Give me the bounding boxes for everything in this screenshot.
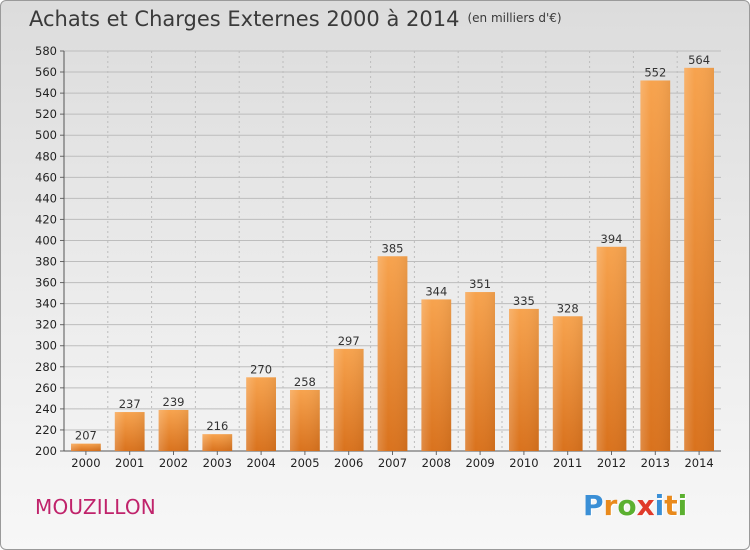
logo-letter: P [583, 489, 604, 522]
bar-shine [465, 292, 495, 451]
data-label: 394 [601, 232, 623, 246]
bar-shine [596, 246, 627, 451]
x-tick-label: 2001 [115, 456, 144, 470]
data-label: 258 [294, 375, 316, 389]
bar-shine [509, 308, 539, 451]
bars [71, 67, 714, 451]
y-tick-label: 440 [35, 191, 57, 205]
data-label: 237 [119, 397, 141, 411]
y-tick-label: 300 [35, 339, 57, 353]
data-label: 385 [382, 241, 404, 255]
y-tick-label: 380 [35, 255, 57, 269]
bar-shine [71, 443, 101, 451]
data-label: 297 [338, 334, 360, 348]
y-tick-label: 340 [35, 297, 57, 311]
x-tick-label: 2006 [334, 456, 363, 470]
data-labels: 207 237 239 216 270 258 297 385 344 351 335 328 394 5… [75, 53, 710, 443]
x-tick-label: 2007 [378, 456, 407, 470]
y-tick-label: 420 [35, 212, 57, 226]
bar-shine [290, 389, 320, 451]
title-text: Achats et Charges Externes 2000 à 2014 [29, 7, 460, 31]
bar-shine [114, 412, 145, 451]
commune-name: MOUZILLON [35, 495, 156, 519]
y-tick-label: 560 [35, 65, 57, 79]
bar-shine [246, 377, 276, 451]
y-tick-label: 500 [35, 128, 57, 142]
y-tick-label: 360 [35, 276, 57, 290]
x-tick-label: 2013 [641, 456, 670, 470]
title-unit: (en milliers d'€) [467, 11, 562, 25]
logo-letter: i [677, 489, 688, 522]
bar-shine [377, 256, 408, 451]
data-label: 335 [513, 294, 535, 308]
y-tick-label: 580 [35, 44, 57, 58]
x-tick-label: 2003 [203, 456, 232, 470]
y-tick-label: 200 [35, 444, 57, 458]
data-label: 564 [688, 53, 710, 67]
bar-shine [640, 80, 671, 451]
bar-shine [684, 67, 714, 451]
x-tick-label: 2005 [290, 456, 319, 470]
x-tick-label: 2012 [597, 456, 626, 470]
bar-shine [333, 348, 364, 451]
y-tick-label: 320 [35, 318, 57, 332]
data-label: 328 [557, 301, 579, 315]
y-tick-label: 540 [35, 86, 57, 100]
y-tick-label: 400 [35, 233, 57, 247]
logo-letter: t [664, 489, 678, 522]
data-label: 552 [644, 65, 666, 79]
chart-title: Achats et Charges Externes 2000 à 2014 (e… [29, 7, 562, 31]
x-tick-label: 2000 [71, 456, 100, 470]
data-label: 239 [163, 395, 185, 409]
y-tick-label: 280 [35, 360, 57, 374]
data-label: 344 [425, 284, 447, 298]
y-tick-label: 480 [35, 149, 57, 163]
x-tick-label: 2014 [684, 456, 713, 470]
bar-shine [552, 316, 583, 451]
y-tick-label: 460 [35, 170, 57, 184]
y-tick-label: 520 [35, 107, 57, 121]
logo-letter: x [636, 489, 655, 522]
y-tick-label: 240 [35, 402, 57, 416]
logo-letter: o [617, 489, 637, 522]
x-tick-label: 2004 [246, 456, 275, 470]
x-tick-label: 2009 [465, 456, 494, 470]
x-tick-label: 2002 [159, 456, 188, 470]
x-tick-label: 2011 [553, 456, 582, 470]
x-tick-label: 2010 [509, 456, 538, 470]
bar-shine [421, 299, 452, 451]
x-tick-label: 2008 [422, 456, 451, 470]
bar-shine [158, 409, 189, 451]
y-tick-label: 220 [35, 423, 57, 437]
logo-letter: i [654, 489, 665, 522]
y-tick-label: 260 [35, 381, 57, 395]
logo-letter: r [603, 489, 618, 522]
data-label: 216 [206, 419, 228, 433]
data-label: 270 [250, 362, 272, 376]
data-label: 207 [75, 429, 97, 443]
proxiti-logo[interactable]: Proxiti [583, 489, 687, 522]
bar-shine [202, 434, 233, 451]
data-label: 351 [469, 277, 491, 291]
